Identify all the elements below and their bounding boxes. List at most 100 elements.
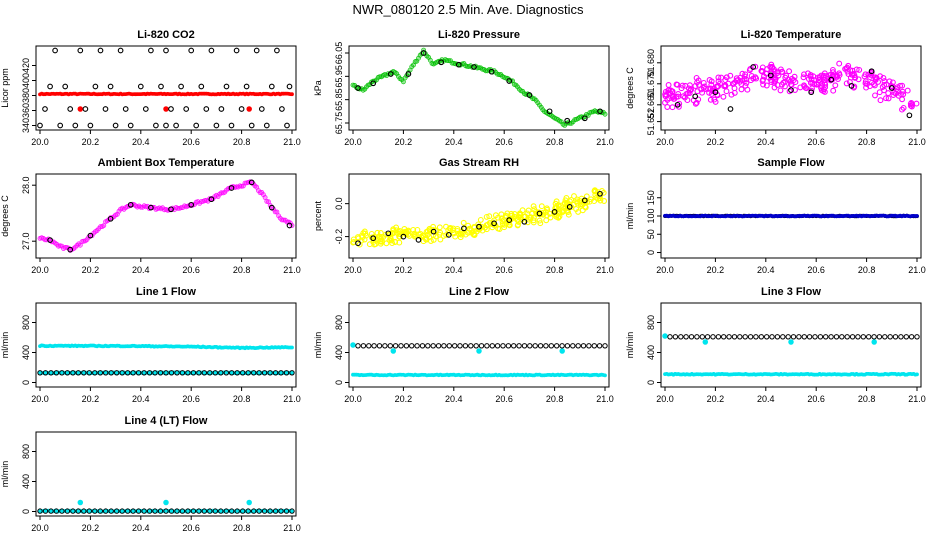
data-point [868,71,875,78]
x-tick-label: 20.2 [395,394,413,404]
y-tick-label: 400 [21,345,31,360]
data-point [263,122,270,129]
data-point [264,198,270,204]
plot-frame [35,173,297,259]
data-point [715,74,722,81]
data-point [414,226,421,233]
data-point [726,334,732,340]
data-point [664,104,671,110]
data-point [491,220,497,227]
data-point [240,508,246,514]
data-point [196,508,202,514]
plot-area [37,47,294,129]
data-point [704,334,711,340]
data-point [489,343,495,349]
y-tick-label: 800 [21,444,31,459]
plot-frame [348,173,610,259]
data-point [712,89,719,96]
data-point [548,343,554,349]
data-point [141,508,147,514]
data-point [443,232,450,239]
data-point [163,508,169,514]
data-point [889,79,896,86]
data-point [665,82,672,88]
data-point [887,334,893,340]
data-point [201,508,208,514]
x-tick-label: 20.0 [344,265,362,275]
data-point [543,217,550,224]
data-point [843,80,850,87]
x-tick-label: 20.6 [495,137,513,147]
data-point [437,236,444,243]
data-point [904,87,911,94]
data-point [272,209,278,215]
panel-title: Ambient Box Temperature [98,157,235,169]
data-point [107,215,114,222]
y-tick-label: 51.660 [646,91,656,119]
data-point [488,68,495,75]
data-point [229,508,235,514]
data-point [801,71,807,78]
data-point [290,345,294,350]
data-point [256,370,262,376]
data-point [750,64,757,70]
data-point [137,83,144,90]
data-point [148,47,154,54]
data-point [695,81,702,88]
data-point [190,508,197,514]
data-point [786,68,793,75]
data-point [272,508,279,514]
data-point [86,508,93,514]
data-point [662,333,668,339]
series-2 [355,343,608,349]
data-point [57,243,63,249]
data-point [466,226,473,233]
data-point [596,343,603,349]
x-tick-label: 20.0 [656,137,674,147]
data-point [125,508,131,514]
data-point [768,61,775,68]
y-tick-label: 65.75 [334,112,344,135]
data-point [537,343,544,349]
data-point [752,63,759,70]
data-point [720,93,727,100]
plot-frame [660,302,922,388]
plot-area [662,333,920,377]
x-tick-label: 20.0 [31,394,49,404]
data-point [484,343,490,349]
data-point [84,237,90,242]
data-point [157,370,164,376]
x-tick-label: 20.6 [182,265,200,275]
x-tick-label: 20.2 [707,137,725,147]
x-tick-label: 20.2 [395,137,413,147]
data-point [603,373,607,378]
data-point [190,370,197,376]
data-point [721,83,728,90]
data-point [405,231,412,238]
x-tick-label: 21.0 [283,394,301,404]
data-point [764,334,770,340]
data-point [562,197,569,204]
data-point [805,76,812,82]
plot-frame [35,45,297,131]
data-point [437,229,444,236]
data-point [802,84,809,91]
data-point [279,217,285,223]
data-point [678,334,684,340]
data-point [153,122,159,129]
data-point [669,94,676,101]
data-point [376,343,383,349]
panel-title: Li-820 CO2 [137,29,194,41]
data-point [289,370,295,376]
data-point [246,106,252,112]
data-point [283,508,290,514]
y-axis-label: ml/min [625,203,635,230]
data-point [790,334,797,340]
data-point [753,334,759,340]
data-point [119,508,125,514]
data-point [185,508,191,514]
data-point [75,508,82,514]
data-point [64,508,71,514]
data-point [820,86,827,93]
data-point [370,235,377,242]
